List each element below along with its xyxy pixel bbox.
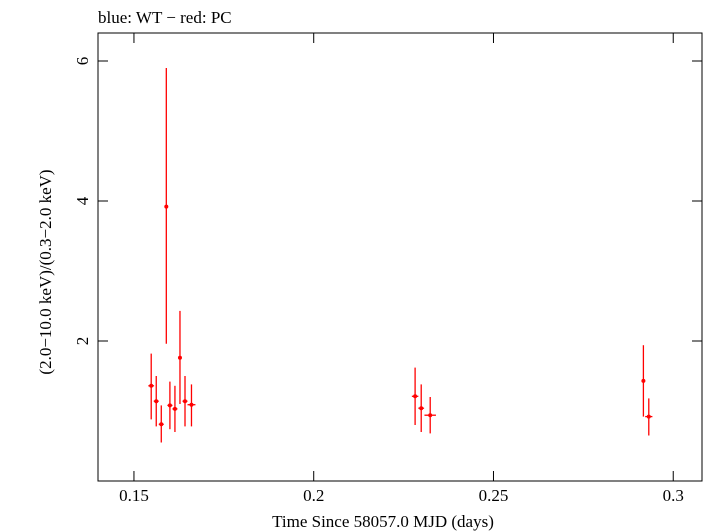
data-point [424,397,436,434]
data-point [418,384,425,432]
y-tick-label: 4 [73,196,92,205]
data-point [164,68,169,344]
data-point [158,405,164,443]
data-point [187,384,196,427]
x-axis-label: Time Since 58057.0 MJD (days) [272,512,494,531]
point-marker [646,414,651,419]
y-axis-label: (2.0−10.0 keV)/(0.3−2.0 keV) [36,169,55,374]
data-point [182,376,188,427]
y-axis: 2 4 6 [73,57,702,346]
x-axis: 0.15 0.2 0.25 0.3 [119,33,684,505]
data-point [148,353,155,420]
point-marker [177,355,182,360]
data-point [153,376,159,427]
y-tick-label: 6 [73,57,92,66]
data-series [148,68,653,443]
point-marker [164,204,169,209]
x-tick-label: 0.15 [119,486,149,505]
point-marker [183,399,188,404]
point-marker [154,399,159,404]
point-marker [159,422,164,427]
point-marker [641,378,646,383]
data-point [411,367,419,425]
x-tick-label: 0.2 [303,486,324,505]
data-point [641,345,646,417]
data-point [172,385,178,432]
data-point [177,310,182,404]
chart-title: blue: WT − red: PC [98,8,232,27]
x-tick-label: 0.25 [479,486,509,505]
point-marker [172,406,177,411]
point-marker [419,406,424,411]
point-marker [428,413,433,418]
plot-frame [97,32,703,482]
y-tick-label: 2 [73,337,92,346]
point-marker [167,403,172,408]
data-point [167,381,173,430]
data-point [645,398,653,436]
point-marker [413,394,418,399]
point-marker [189,402,194,407]
x-tick-label: 0.3 [663,486,684,505]
point-marker [149,383,154,388]
